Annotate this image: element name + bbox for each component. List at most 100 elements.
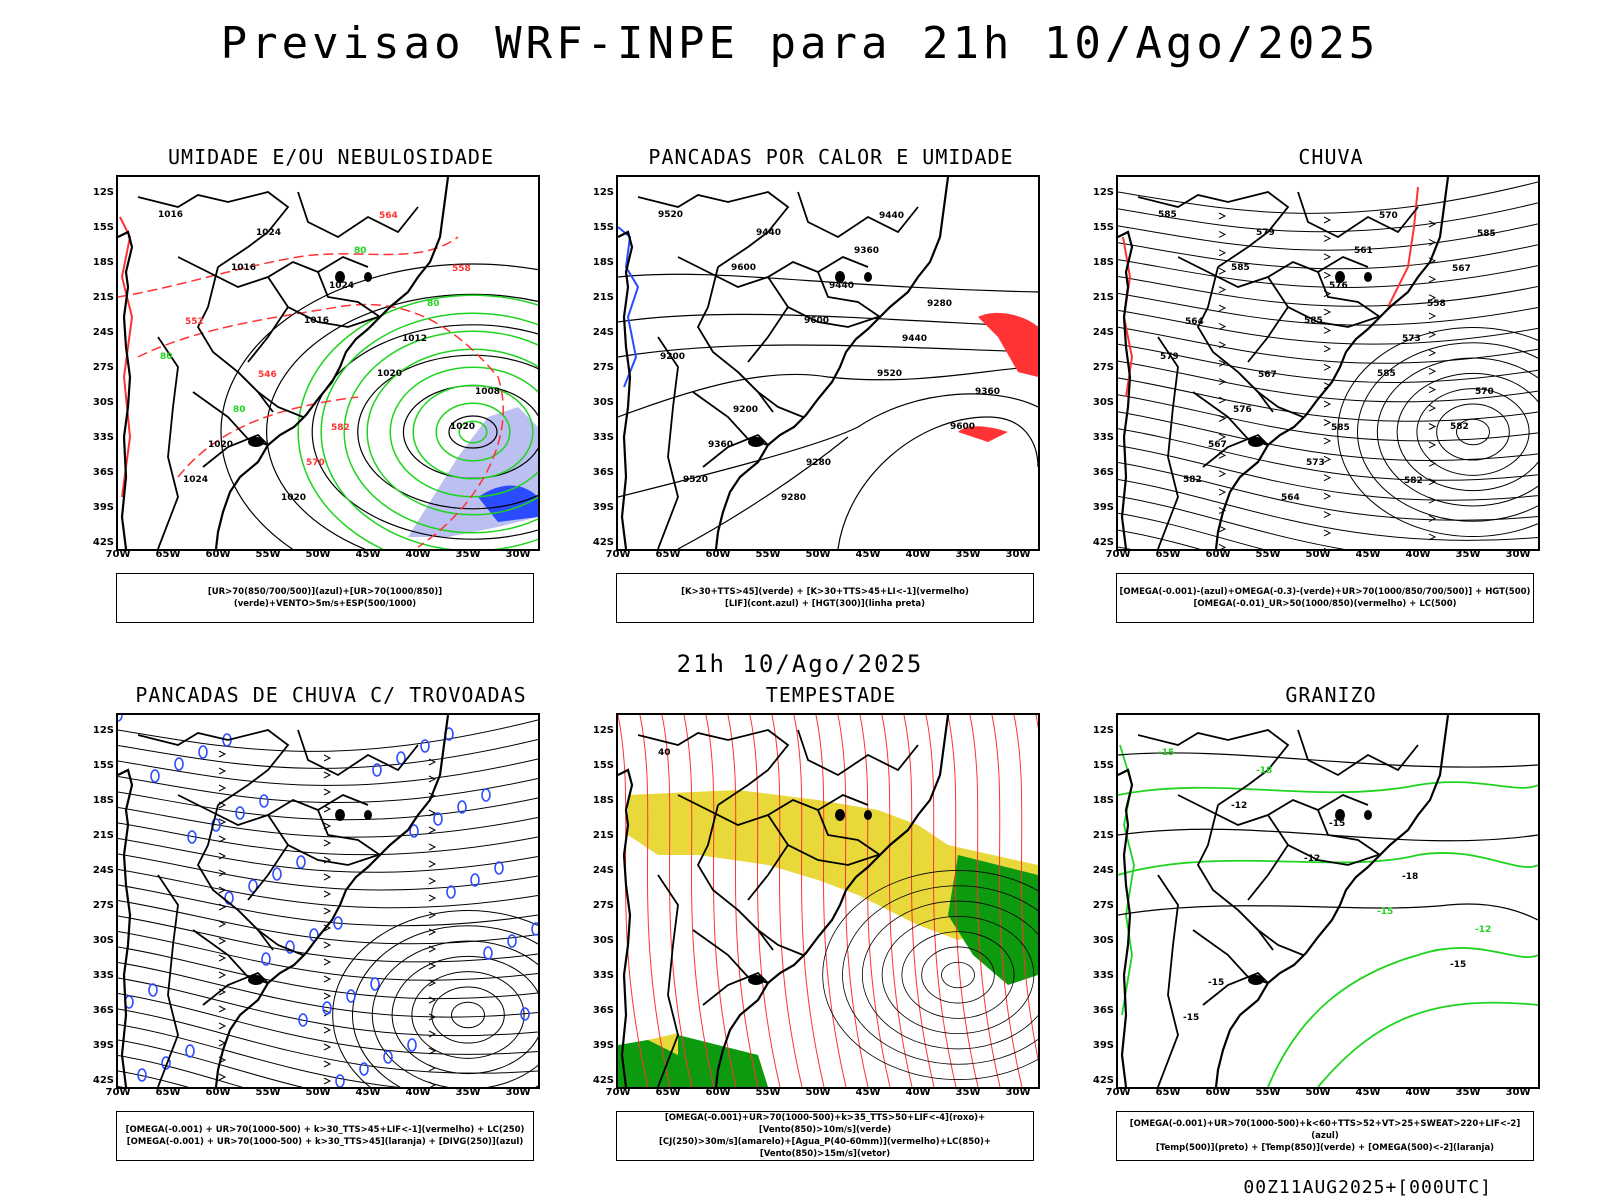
contour-label: 579	[1256, 228, 1275, 238]
lat-tick-label: 21S	[592, 830, 614, 841]
lat-tick-label: 15S	[592, 222, 614, 233]
lon-tick-label: 35W	[455, 549, 481, 560]
lon-tick-label: 45W	[855, 549, 881, 560]
legend-line: [Temp(500)](preto) + [Temp(850)](verde) …	[1155, 1143, 1495, 1153]
lat-tick-label: 33S	[592, 970, 614, 981]
lat-tick-label: 27S	[592, 362, 614, 373]
lon-tick-label: 55W	[255, 549, 281, 560]
lat-tick-label: 18S	[592, 795, 614, 806]
lat-tick-label: 39S	[92, 502, 114, 513]
lat-tick-label: 39S	[592, 1040, 614, 1051]
contour-label: 570	[1379, 211, 1398, 221]
contour-label: 9440	[879, 211, 904, 221]
legend-line: [OMEGA(-0.001)+UR>70(1000-500)+k<60+TTS>…	[1129, 1119, 1521, 1141]
lat-tick-label: 12S	[592, 725, 614, 736]
contour-label: 582	[1450, 422, 1469, 432]
contour-label: -15	[1158, 748, 1174, 758]
contour-label: 567	[1452, 264, 1471, 274]
map-panel-tempestade: TEMPESTADE 12S 15S 18S 21S 24S 27S 30S 33S 36S 39S…	[560, 683, 1060, 1173]
map-panel-granizo: GRANIZO 12S 15S 18S 21S 24S 27S 30S 33S 36S 39S 42S…	[1060, 683, 1560, 1173]
lat-tick-label: 36S	[1092, 1005, 1114, 1016]
lon-tick-label: 65W	[155, 549, 181, 560]
lat-tick-label: 39S	[592, 502, 614, 513]
lon-tick-label: 40W	[905, 1087, 931, 1098]
lon-tick-label: 60W	[705, 1087, 731, 1098]
lon-tick-label: 55W	[1255, 549, 1281, 560]
contour-label: 9600	[731, 263, 756, 273]
lon-tick-label: 35W	[455, 1087, 481, 1098]
contour-label: 40	[658, 748, 671, 758]
legend-line: [CJ(250)>30m/s](amarelo)+[Agua_P(40-60mm…	[658, 1137, 992, 1159]
lat-tick-label: 24S	[1092, 865, 1114, 876]
map-plot-area: 9520 9600 9600 9520 9600 9520 9440 9440 9440 9360…	[616, 175, 1040, 551]
lon-tick-label: 65W	[155, 1087, 181, 1098]
contour-label: 546	[258, 370, 277, 380]
lon-tick-label: 35W	[955, 549, 981, 560]
contour-label: 9200	[733, 405, 758, 415]
lon-tick-label: 45W	[355, 549, 381, 560]
lat-tick-label: 39S	[1092, 502, 1114, 513]
contour-label: 561	[1354, 246, 1373, 256]
lat-tick-label: 15S	[92, 222, 114, 233]
lon-tick-label: 35W	[955, 1087, 981, 1098]
map-panel-pancadas-calor: PANCADAS POR CALOR E UMIDADE 12S 15S 18S 21S…	[560, 145, 1060, 635]
lon-tick-label: 40W	[405, 1087, 431, 1098]
contour-label: 585	[1477, 229, 1496, 239]
lat-tick-label: 18S	[92, 795, 114, 806]
lon-axis: 70W 65W 60W 55W 50W 45W 40W 35W 30W	[106, 1087, 540, 1101]
contour-label: 1016	[158, 210, 183, 220]
valid-time-title: 21h 10/Ago/2025	[676, 650, 924, 678]
lon-tick-label: 30W	[505, 549, 531, 560]
contour-label: 558	[1427, 299, 1446, 309]
lat-tick-label: 18S	[592, 257, 614, 268]
panel-legend: [OMEGA(-0.001)+UR>70(1000-500)+k<60+TTS>…	[1116, 1111, 1534, 1161]
map-panel-pancadas-trovoadas: PANCADAS DE CHUVA C/ TROVOADAS 12S 15S 18S 2…	[60, 683, 560, 1173]
contour-label: 576	[1233, 405, 1252, 415]
lon-tick-label: 65W	[1155, 1087, 1181, 1098]
contour-label: 570	[306, 458, 325, 468]
legend-line: [OMEGA(-0.001)+UR>70(1000-500)+k>35_TTS>…	[664, 1113, 986, 1135]
lon-tick-label: 55W	[755, 1087, 781, 1098]
lat-tick-label: 36S	[592, 1005, 614, 1016]
panel-title: UMIDADE E/OU NEBULOSIDADE	[167, 145, 495, 169]
lon-tick-label: 35W	[1455, 1087, 1481, 1098]
lon-axis: 70W 65W 60W 55W 50W 45W 40W 35W 30W	[606, 1087, 1040, 1101]
lon-tick-label: 40W	[405, 549, 431, 560]
contour-label: 80	[160, 352, 173, 362]
contour-label: 1020	[281, 493, 306, 503]
lon-tick-label: 30W	[1505, 1087, 1531, 1098]
lat-tick-label: 36S	[592, 467, 614, 478]
lat-tick-label: 27S	[1092, 362, 1114, 373]
contour-label: -15	[1329, 819, 1345, 829]
lon-tick-label: 70W	[1105, 549, 1131, 560]
lat-tick-label: 12S	[1092, 187, 1114, 198]
contour-label: -18	[1256, 766, 1272, 776]
contour-label: 576	[1329, 281, 1348, 291]
lon-tick-label: 50W	[305, 1087, 331, 1098]
legend-line: [OMEGA(-0.001) + UR>70(1000-500) + k>30_…	[125, 1125, 525, 1135]
lon-tick-label: 55W	[1255, 1087, 1281, 1098]
lat-tick-label: 30S	[92, 935, 114, 946]
lon-tick-label: 45W	[855, 1087, 881, 1098]
contour-label: 1024	[183, 475, 208, 485]
lon-tick-label: 45W	[1355, 1087, 1381, 1098]
contour-label: 9520	[877, 369, 902, 379]
contour-label: -12	[1475, 925, 1491, 935]
contour-label: 9440	[756, 228, 781, 238]
lat-tick-label: 30S	[592, 397, 614, 408]
contour-label: 1020	[208, 440, 233, 450]
contour-label: 1024	[256, 228, 281, 238]
contour-label: 9280	[806, 458, 831, 468]
lon-tick-label: 50W	[1305, 549, 1331, 560]
map-canvas: 1016 1016 1016 1020 1020 1024 1024 1024 1012 1008…	[118, 177, 538, 549]
lon-tick-label: 70W	[105, 1087, 131, 1098]
lon-axis: 70W 65W 60W 55W 50W 45W 40W 35W 30W	[1106, 1087, 1540, 1101]
lon-tick-label: 60W	[205, 549, 231, 560]
panel-title: CHUVA	[1298, 145, 1364, 169]
map-canvas	[118, 715, 538, 1087]
lat-tick-label: 12S	[92, 187, 114, 198]
lat-tick-label: 36S	[92, 467, 114, 478]
lon-tick-label: 65W	[655, 549, 681, 560]
lat-tick-label: 33S	[592, 432, 614, 443]
run-time-footer: 00Z11AUG2025+[000UTC]	[1243, 1177, 1492, 1198]
